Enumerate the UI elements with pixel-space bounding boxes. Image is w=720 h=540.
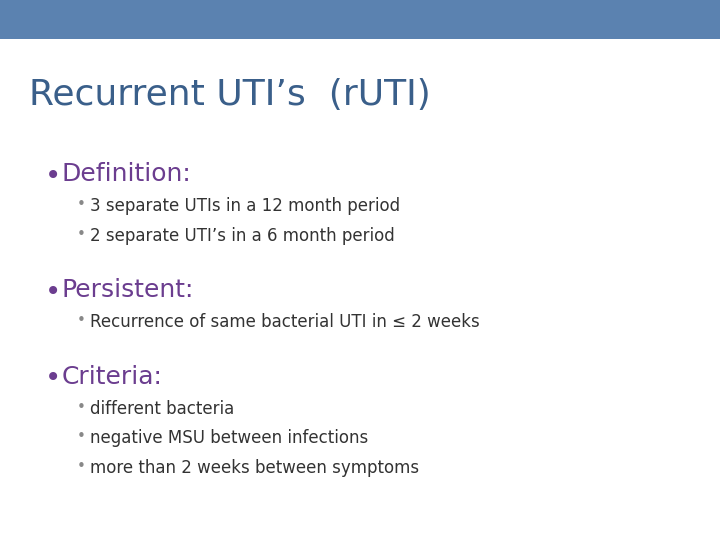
Text: •: • [77, 313, 86, 328]
Text: •: • [77, 400, 86, 415]
Text: Recurrence of same bacterial UTI in ≤ 2 weeks: Recurrence of same bacterial UTI in ≤ 2 … [90, 313, 480, 331]
Text: •: • [77, 459, 86, 474]
Text: 2 separate UTI’s in a 6 month period: 2 separate UTI’s in a 6 month period [90, 227, 395, 245]
Text: •: • [45, 364, 62, 393]
Text: more than 2 weeks between symptoms: more than 2 weeks between symptoms [90, 459, 419, 477]
Text: Recurrent UTI’s  (rUTI): Recurrent UTI’s (rUTI) [29, 78, 431, 112]
Text: different bacteria: different bacteria [90, 400, 234, 417]
Text: •: • [77, 227, 86, 242]
Text: •: • [45, 278, 62, 306]
Text: •: • [77, 197, 86, 212]
Text: 3 separate UTIs in a 12 month period: 3 separate UTIs in a 12 month period [90, 197, 400, 215]
Text: negative MSU between infections: negative MSU between infections [90, 429, 368, 447]
Text: Persistent:: Persistent: [61, 278, 194, 302]
Text: •: • [77, 429, 86, 444]
Text: Criteria:: Criteria: [61, 364, 162, 388]
Text: •: • [45, 162, 62, 190]
Text: Definition:: Definition: [61, 162, 191, 186]
FancyBboxPatch shape [0, 0, 720, 39]
